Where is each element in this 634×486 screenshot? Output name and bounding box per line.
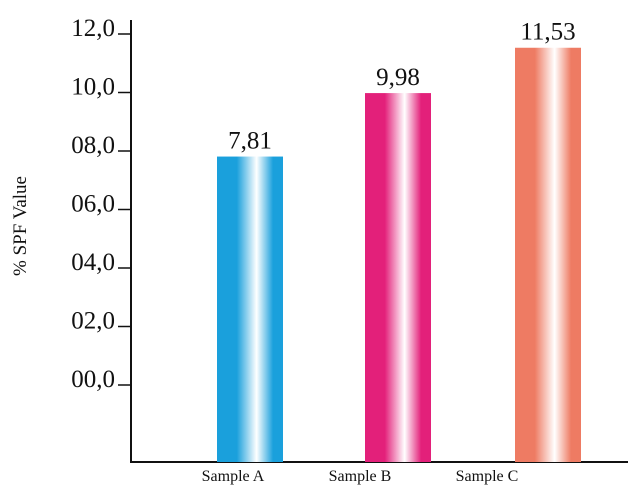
y-tick-label: 06,0 xyxy=(71,191,115,218)
axes: 00,0 02,0 04,0 06,0 08,0 10,0 12,0 xyxy=(71,15,628,463)
y-tick-label: 10,0 xyxy=(71,74,115,101)
y-tick-label: 04,0 xyxy=(71,249,115,276)
data-label: 7,81 xyxy=(228,128,272,155)
y-tick-label: 02,0 xyxy=(71,308,115,335)
bars xyxy=(217,47,581,463)
data-label: 9,98 xyxy=(376,64,420,91)
category-label: Sample B xyxy=(329,468,392,485)
y-tick-label: 00,0 xyxy=(71,366,115,393)
bar-2 xyxy=(365,93,431,463)
y-tick-label: 12,0 xyxy=(71,15,115,42)
labels: 7,81 Sample A 9,98 Sample B 11,53 Sample C xyxy=(202,19,576,485)
y-axis-title: % SPF Value xyxy=(10,176,31,276)
category-label: Sample A xyxy=(202,468,265,485)
data-label: 11,53 xyxy=(520,19,575,46)
bar-3 xyxy=(515,47,581,463)
bar-1 xyxy=(217,156,283,462)
category-label: Sample C xyxy=(456,468,519,485)
y-tick-label: 08,0 xyxy=(71,132,115,159)
